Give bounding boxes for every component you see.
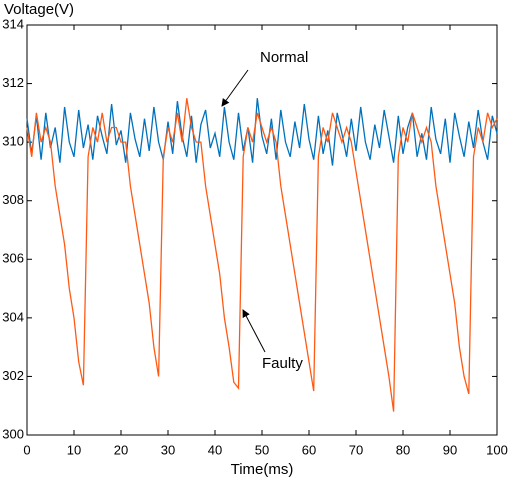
- x-tick-label: 30: [161, 442, 175, 457]
- x-tick-label: 20: [114, 442, 128, 457]
- y-tick-label: 312: [2, 75, 24, 90]
- y-tick-label: 304: [2, 309, 24, 324]
- annotation: Normal: [260, 49, 308, 66]
- x-axis-label: Time(ms): [231, 461, 294, 478]
- series-line: [26, 98, 498, 166]
- annotation-arrow: [221, 69, 249, 107]
- x-tick-label: 80: [396, 442, 410, 457]
- y-tick-label: 300: [2, 426, 24, 441]
- x-tick-label: 0: [23, 442, 30, 457]
- x-tick-label: 60: [302, 442, 316, 457]
- annotation: Faulty: [262, 355, 303, 372]
- y-tick-label: 310: [2, 134, 24, 149]
- x-tick-label: 90: [443, 442, 457, 457]
- x-tick-label: 70: [349, 442, 363, 457]
- series-line: [26, 98, 498, 412]
- x-tick-label: 100: [486, 442, 508, 457]
- x-tick-label: 10: [67, 442, 81, 457]
- y-tick-label: 306: [2, 251, 24, 266]
- y-tick-label: 308: [2, 192, 24, 207]
- y-axis-label: Voltage(V): [4, 1, 74, 18]
- y-tick-label: 314: [2, 16, 24, 31]
- plot-frame: [26, 24, 498, 436]
- x-tick-label: 50: [255, 442, 269, 457]
- y-tick-label: 302: [2, 368, 24, 383]
- annotation-arrow: [242, 309, 266, 353]
- x-tick-label: 40: [208, 442, 222, 457]
